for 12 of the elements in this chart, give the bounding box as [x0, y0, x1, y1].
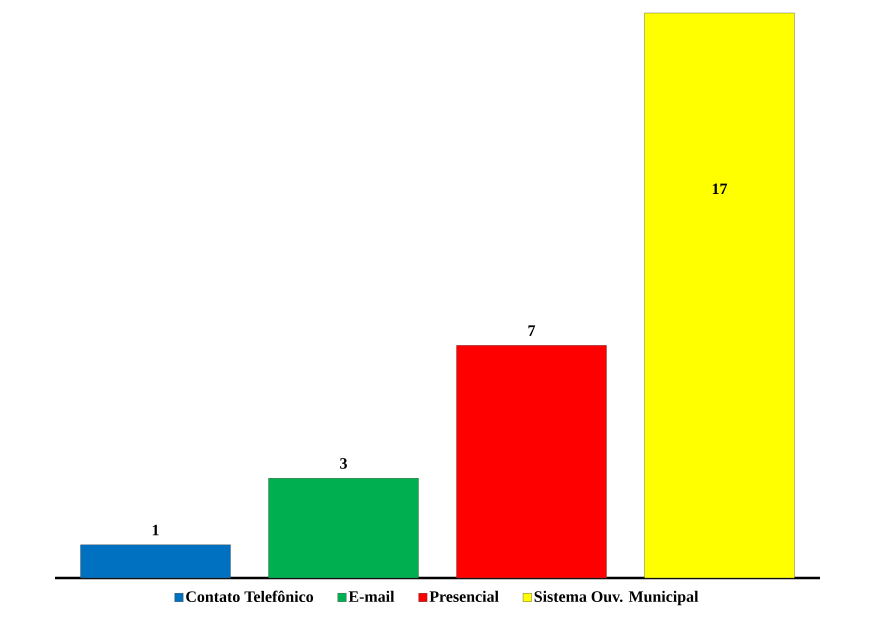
data-label: 3: [340, 458, 347, 469]
data-label: 1: [152, 524, 159, 536]
bar: [456, 345, 607, 578]
legend-label: Presencial: [430, 590, 499, 602]
legend-label: Contato Telefônico: [186, 590, 314, 602]
bar: [644, 12, 795, 578]
bar: [268, 478, 419, 578]
legend-label: Sistema Ouv. Municipal: [534, 590, 698, 606]
bar: [80, 544, 231, 578]
data-label: 17: [712, 184, 728, 194]
data-label: 7: [528, 325, 536, 336]
legend-label: E-mail: [348, 590, 394, 602]
